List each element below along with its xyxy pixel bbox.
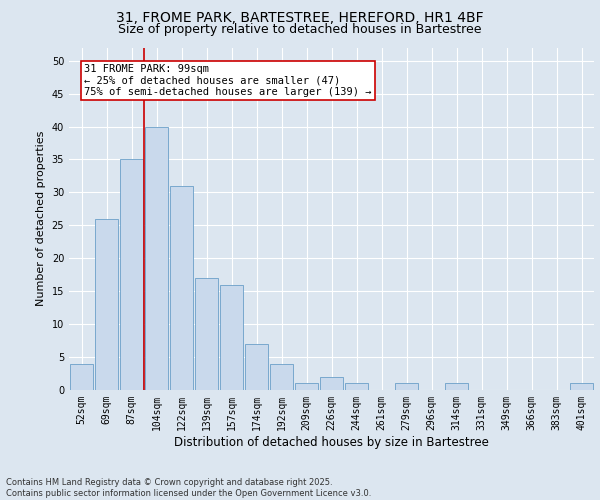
Bar bbox=[345, 384, 368, 390]
Text: 31, FROME PARK, BARTESTREE, HEREFORD, HR1 4BF: 31, FROME PARK, BARTESTREE, HEREFORD, HR… bbox=[116, 12, 484, 26]
Bar bbox=[70, 364, 93, 390]
Text: Contains HM Land Registry data © Crown copyright and database right 2025.
Contai: Contains HM Land Registry data © Crown c… bbox=[6, 478, 371, 498]
Bar bbox=[570, 384, 593, 390]
Bar bbox=[395, 384, 418, 390]
Bar bbox=[295, 384, 318, 390]
Bar bbox=[320, 377, 343, 390]
Y-axis label: Number of detached properties: Number of detached properties bbox=[36, 131, 46, 306]
Text: Size of property relative to detached houses in Bartestree: Size of property relative to detached ho… bbox=[118, 22, 482, 36]
X-axis label: Distribution of detached houses by size in Bartestree: Distribution of detached houses by size … bbox=[174, 436, 489, 448]
Bar bbox=[170, 186, 193, 390]
Bar bbox=[445, 384, 468, 390]
Bar bbox=[120, 160, 143, 390]
Bar bbox=[220, 284, 243, 390]
Bar bbox=[270, 364, 293, 390]
Bar bbox=[245, 344, 268, 390]
Bar bbox=[95, 219, 118, 390]
Bar bbox=[145, 126, 168, 390]
Bar bbox=[195, 278, 218, 390]
Text: 31 FROME PARK: 99sqm
← 25% of detached houses are smaller (47)
75% of semi-detac: 31 FROME PARK: 99sqm ← 25% of detached h… bbox=[84, 64, 371, 97]
